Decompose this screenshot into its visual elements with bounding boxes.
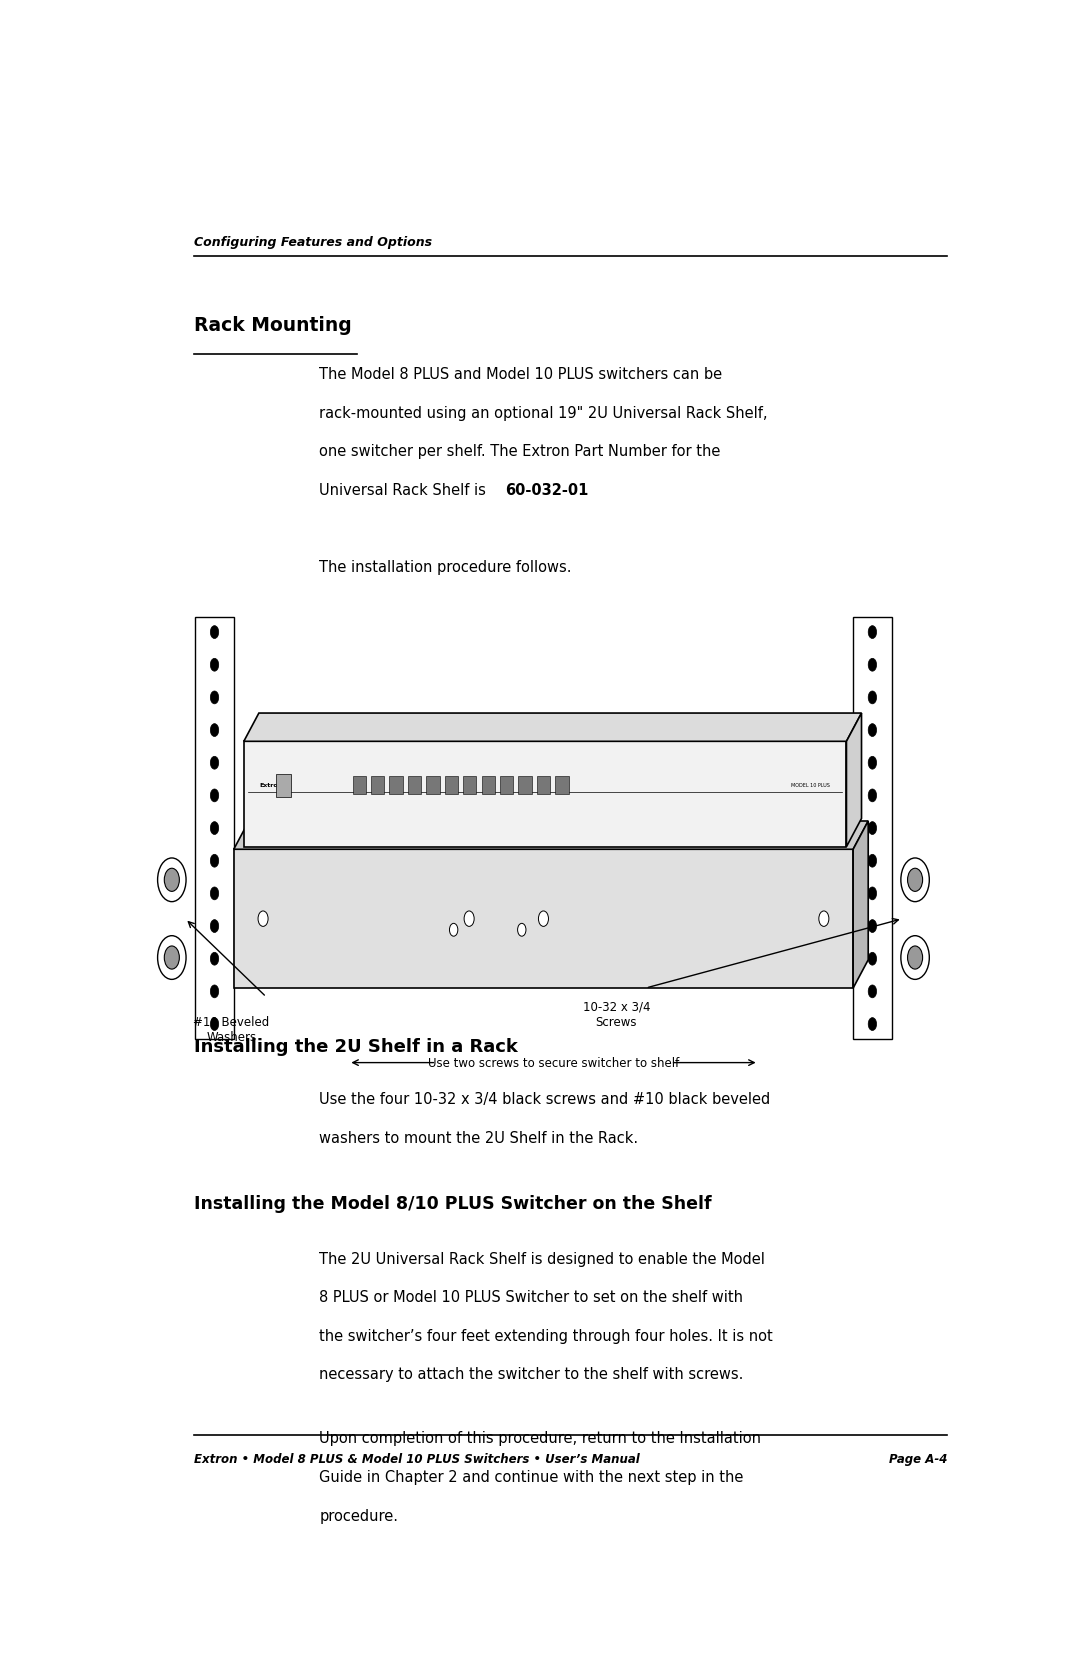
Bar <box>445 776 458 794</box>
Circle shape <box>449 923 458 936</box>
Circle shape <box>868 821 877 834</box>
Circle shape <box>211 789 218 801</box>
Circle shape <box>158 858 186 901</box>
Circle shape <box>464 911 474 926</box>
Circle shape <box>868 855 877 868</box>
Circle shape <box>901 858 929 901</box>
Text: Configuring Features and Options: Configuring Features and Options <box>193 235 432 249</box>
Circle shape <box>868 724 877 736</box>
Circle shape <box>868 985 877 998</box>
Bar <box>463 776 476 794</box>
Polygon shape <box>853 821 868 988</box>
Circle shape <box>868 953 877 965</box>
Text: The Model 8 PLUS and Model 10 PLUS switchers can be: The Model 8 PLUS and Model 10 PLUS switc… <box>320 367 723 382</box>
Bar <box>275 774 291 798</box>
Text: Rack Mounting: Rack Mounting <box>193 315 351 335</box>
Text: The 2U Universal Rack Shelf is designed to enable the Model: The 2U Universal Rack Shelf is designed … <box>320 1252 765 1267</box>
Bar <box>195 616 233 1040</box>
Circle shape <box>868 626 877 639</box>
Polygon shape <box>847 713 862 846</box>
Circle shape <box>907 946 922 970</box>
Text: the switcher’s four feet extending through four holes. It is not: the switcher’s four feet extending throu… <box>320 1329 773 1344</box>
Text: necessary to attach the switcher to the shelf with screws.: necessary to attach the switcher to the … <box>320 1367 743 1382</box>
Circle shape <box>258 911 268 926</box>
Bar <box>427 776 440 794</box>
Circle shape <box>868 658 877 671</box>
Circle shape <box>211 985 218 998</box>
Text: 10-32 x 3/4
Screws: 10-32 x 3/4 Screws <box>582 1001 650 1028</box>
Circle shape <box>211 1018 218 1030</box>
Circle shape <box>539 911 549 926</box>
Text: Installing the Model 8/10 PLUS Switcher on the Shelf: Installing the Model 8/10 PLUS Switcher … <box>193 1195 712 1213</box>
Bar <box>853 616 892 1040</box>
Circle shape <box>211 953 218 965</box>
Circle shape <box>868 886 877 900</box>
Text: Upon completion of this procedure, return to the Installation: Upon completion of this procedure, retur… <box>320 1432 761 1447</box>
Circle shape <box>211 691 218 704</box>
Circle shape <box>868 1018 877 1030</box>
Text: Extron: Extron <box>259 783 282 788</box>
Bar <box>233 850 853 988</box>
Bar <box>537 776 550 794</box>
Bar <box>390 776 403 794</box>
Text: .: . <box>568 482 573 497</box>
Text: MODEL 10 PLUS: MODEL 10 PLUS <box>791 783 829 788</box>
Circle shape <box>868 691 877 704</box>
Circle shape <box>211 821 218 834</box>
Circle shape <box>868 756 877 769</box>
Text: Use the four 10-32 x 3/4 black screws and #10 black beveled: Use the four 10-32 x 3/4 black screws an… <box>320 1092 770 1107</box>
Text: Universal Rack Shelf is: Universal Rack Shelf is <box>320 482 490 497</box>
Text: 8 PLUS or Model 10 PLUS Switcher to set on the shelf with: 8 PLUS or Model 10 PLUS Switcher to set … <box>320 1290 743 1305</box>
Bar <box>500 776 513 794</box>
Bar <box>408 776 421 794</box>
Text: Page A-4: Page A-4 <box>889 1454 947 1467</box>
Bar <box>555 776 568 794</box>
Bar <box>244 741 847 846</box>
Circle shape <box>211 658 218 671</box>
Bar <box>372 776 384 794</box>
Text: Use two screws to secure switcher to shelf: Use two screws to secure switcher to she… <box>428 1058 679 1070</box>
Circle shape <box>211 756 218 769</box>
Text: rack-mounted using an optional 19" 2U Universal Rack Shelf,: rack-mounted using an optional 19" 2U Un… <box>320 406 768 421</box>
Circle shape <box>164 868 179 891</box>
Circle shape <box>211 920 218 933</box>
Text: washers to mount the 2U Shelf in the Rack.: washers to mount the 2U Shelf in the Rac… <box>320 1130 638 1145</box>
Circle shape <box>819 911 828 926</box>
Bar <box>482 776 495 794</box>
Bar <box>352 776 366 794</box>
Polygon shape <box>244 713 862 741</box>
Circle shape <box>907 868 922 891</box>
Circle shape <box>901 936 929 980</box>
Circle shape <box>211 886 218 900</box>
Bar <box>518 776 531 794</box>
Text: 60-032-01: 60-032-01 <box>505 482 589 497</box>
Text: The installation procedure follows.: The installation procedure follows. <box>320 561 571 576</box>
Circle shape <box>164 946 179 970</box>
Text: #10 Beveled
Washers: #10 Beveled Washers <box>193 1016 269 1045</box>
Text: procedure.: procedure. <box>320 1509 399 1524</box>
Text: Installing the 2U Shelf in a Rack: Installing the 2U Shelf in a Rack <box>193 1038 517 1056</box>
Circle shape <box>517 923 526 936</box>
Circle shape <box>211 855 218 868</box>
Text: Guide in Chapter 2 and continue with the next step in the: Guide in Chapter 2 and continue with the… <box>320 1470 743 1485</box>
Text: Extron • Model 8 PLUS & Model 10 PLUS Switchers • User’s Manual: Extron • Model 8 PLUS & Model 10 PLUS Sw… <box>193 1454 639 1467</box>
Circle shape <box>211 724 218 736</box>
Text: one switcher per shelf. The Extron Part Number for the: one switcher per shelf. The Extron Part … <box>320 444 720 459</box>
Circle shape <box>158 936 186 980</box>
Circle shape <box>211 626 218 639</box>
Circle shape <box>868 920 877 933</box>
Polygon shape <box>233 821 868 850</box>
Circle shape <box>868 789 877 801</box>
